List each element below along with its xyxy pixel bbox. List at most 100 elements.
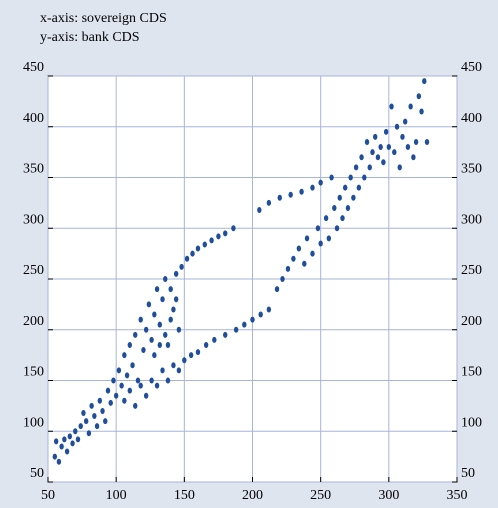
point xyxy=(310,250,315,257)
y-tick-label: 50 xyxy=(30,466,44,481)
point xyxy=(108,399,113,406)
point xyxy=(190,250,195,257)
point xyxy=(408,103,413,110)
point xyxy=(176,367,182,374)
point xyxy=(386,144,392,151)
point xyxy=(318,240,323,247)
point xyxy=(381,159,386,166)
point xyxy=(223,230,228,237)
point xyxy=(163,276,168,282)
point xyxy=(122,352,127,359)
point xyxy=(149,377,154,384)
point xyxy=(304,235,310,242)
point xyxy=(97,397,103,404)
y-tick-label-right: 350 xyxy=(461,162,482,177)
point xyxy=(52,453,58,460)
point xyxy=(364,138,370,145)
x-tick-label: 150 xyxy=(174,488,195,503)
point xyxy=(416,93,422,100)
point xyxy=(75,436,81,443)
point xyxy=(362,174,367,181)
point xyxy=(378,144,383,151)
point xyxy=(195,245,201,252)
y-axis-note: y-axis: bank CDS xyxy=(40,30,140,45)
y-tick-label-right: 50 xyxy=(461,466,475,481)
point xyxy=(184,255,190,262)
point xyxy=(157,341,162,348)
point xyxy=(202,241,207,248)
point xyxy=(291,255,296,262)
point xyxy=(334,225,340,232)
point xyxy=(168,286,173,293)
point xyxy=(152,352,157,359)
point xyxy=(302,260,307,267)
point xyxy=(233,326,239,333)
point xyxy=(203,341,209,348)
point xyxy=(383,128,389,135)
point xyxy=(152,311,157,318)
point xyxy=(397,164,402,171)
point xyxy=(133,402,138,409)
point xyxy=(173,296,179,303)
point xyxy=(359,154,364,161)
point xyxy=(157,321,162,328)
point xyxy=(111,377,116,384)
point xyxy=(257,206,262,213)
point xyxy=(411,154,416,161)
point xyxy=(223,331,228,338)
point xyxy=(143,392,149,399)
point xyxy=(149,336,154,343)
point xyxy=(250,316,255,323)
point xyxy=(332,204,337,211)
point xyxy=(310,184,315,191)
point xyxy=(173,270,179,277)
x-tick-label: 350 xyxy=(447,488,468,503)
point xyxy=(337,194,342,201)
point xyxy=(138,316,143,323)
point xyxy=(59,443,64,450)
point xyxy=(266,306,272,313)
y-tick-label: 300 xyxy=(23,212,44,227)
point xyxy=(113,392,119,399)
point xyxy=(94,423,100,430)
point xyxy=(318,179,323,186)
point xyxy=(422,78,427,85)
x-axis-note: x-axis: sovereign CDS xyxy=(40,11,167,26)
point xyxy=(258,311,263,318)
point xyxy=(394,123,400,130)
grid xyxy=(47,75,458,483)
point xyxy=(78,423,83,430)
point xyxy=(127,387,132,394)
point xyxy=(171,362,176,369)
x-tick-label: 300 xyxy=(378,488,399,503)
point xyxy=(179,263,184,270)
point xyxy=(340,215,345,222)
point xyxy=(370,149,375,156)
point xyxy=(89,402,94,409)
point xyxy=(105,387,111,394)
point xyxy=(242,321,247,328)
point xyxy=(67,433,73,440)
y-tick-label-right: 250 xyxy=(461,263,482,278)
point xyxy=(348,174,353,181)
point xyxy=(419,108,424,115)
point xyxy=(171,306,176,313)
point xyxy=(356,184,362,191)
point xyxy=(92,413,97,420)
point xyxy=(266,199,272,206)
point xyxy=(315,225,321,232)
point xyxy=(103,418,108,425)
point xyxy=(351,194,356,201)
point xyxy=(216,233,221,240)
point xyxy=(154,382,160,389)
point xyxy=(367,164,372,171)
point xyxy=(400,133,405,140)
point xyxy=(345,204,351,211)
point xyxy=(133,331,138,338)
point xyxy=(375,154,381,161)
point xyxy=(70,440,75,447)
y-tick-label: 250 xyxy=(23,263,44,278)
x-tick-label: 250 xyxy=(310,488,331,503)
point xyxy=(329,174,334,181)
